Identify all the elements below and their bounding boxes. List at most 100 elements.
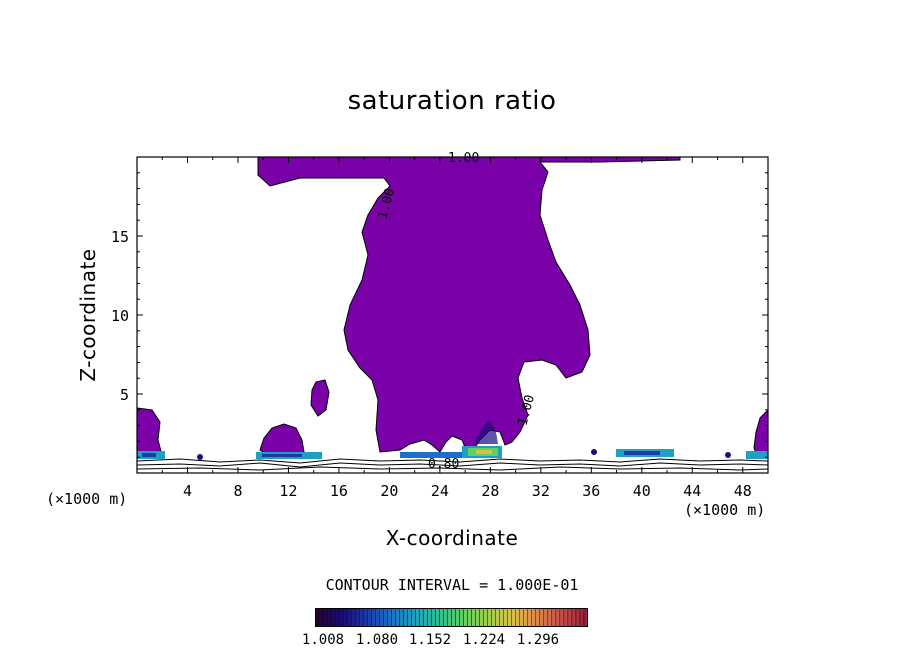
colorbar-swatch <box>399 608 404 627</box>
x-tick-label: 28 <box>481 482 499 500</box>
colorbar-swatch <box>415 608 420 627</box>
colorbar-swatch <box>411 608 416 627</box>
colorbar-swatch <box>547 608 553 627</box>
colorbar-swatch <box>435 608 440 627</box>
colorbar-swatch <box>559 608 565 627</box>
colorbar-swatch <box>318 608 324 627</box>
cell-28-core <box>476 450 492 454</box>
x-axis-label: X-coordinate <box>385 526 519 550</box>
cell-24 <box>400 452 502 458</box>
colorbar-swatch <box>523 608 528 627</box>
colorbar-swatch <box>326 608 332 627</box>
x-tick-label: 44 <box>683 482 701 500</box>
colorbar-swatch <box>358 608 364 627</box>
colorbar-swatch <box>447 608 452 627</box>
x-tick-label: 40 <box>633 482 651 500</box>
x-tick-label: 12 <box>279 482 297 500</box>
low-cloud-region-12 <box>259 423 305 457</box>
x-tick-label: 8 <box>233 482 242 500</box>
colorbar-swatch <box>375 608 380 627</box>
cell-12-core <box>262 454 302 457</box>
colorbar-swatch <box>371 608 376 627</box>
colorbar-swatch <box>366 608 372 627</box>
cell-dot-1 <box>197 454 203 460</box>
small-cloud-region <box>310 379 330 417</box>
colorbar-swatch <box>362 608 368 627</box>
contour-interval-label: CONTOUR INTERVAL = 1.000E-01 <box>325 576 579 594</box>
colorbar-frame <box>315 608 588 627</box>
low-level-cells <box>137 420 768 460</box>
colorbar-swatch <box>354 608 360 627</box>
colorbar-tick-label: 1.080 <box>355 632 399 648</box>
x-axis-ticks: 4 8 12 16 20 24 28 32 36 40 44 48 <box>161 157 752 500</box>
left-edge-region <box>136 407 163 459</box>
colorbar-swatch <box>487 608 492 627</box>
colorbar-swatch <box>346 608 352 627</box>
colorbar-swatch <box>334 608 340 627</box>
colorbar-swatch <box>443 608 448 627</box>
x-axis-unit-right: (×1000 m) <box>684 501 766 519</box>
colorbar-swatch <box>479 608 484 627</box>
y-tick-label: 10 <box>111 307 129 325</box>
y-tick-label: 15 <box>111 228 129 246</box>
colorbar-swatch <box>579 608 585 627</box>
colorbar-swatch <box>419 608 424 627</box>
x-axis-unit-left: (×1000 m) <box>46 490 128 508</box>
cell-dot-3 <box>725 452 731 458</box>
colorbar-swatch <box>571 608 577 627</box>
colorbar-swatch <box>387 608 392 627</box>
x-tick-label: 32 <box>532 482 550 500</box>
saturation-fill-regions <box>136 156 769 459</box>
colorbar-swatch <box>391 608 396 627</box>
colorbar-tick-label: 1.296 <box>516 632 560 648</box>
colorbar-swatch <box>427 608 432 627</box>
colorbar-swatch <box>531 608 537 627</box>
colorbar-swatch <box>322 608 328 627</box>
cell-dot-2 <box>591 449 597 455</box>
colorbar-swatch <box>475 608 480 627</box>
cell-29-plume <box>474 420 498 444</box>
cell-right <box>746 451 768 459</box>
colorbar-swatch <box>535 608 541 627</box>
colorbar-swatch <box>451 608 456 627</box>
colorbar-swatch <box>395 608 400 627</box>
colorbar-swatch <box>499 608 504 627</box>
colorbar-labels: 1.008 1.080 1.152 1.224 1.296 <box>0 632 904 652</box>
colorbar-swatch <box>575 608 581 627</box>
colorbar-tick-label: 1.152 <box>408 632 452 648</box>
colorbar-swatch <box>551 608 557 627</box>
colorbar-swatch <box>515 608 520 627</box>
colorbar-swatch <box>491 608 496 627</box>
colorbar-swatch <box>379 608 384 627</box>
colorbar-swatch <box>383 608 388 627</box>
colorbar <box>315 608 588 627</box>
y-axis-ticks: 5 10 15 <box>111 172 768 458</box>
y-tick-label: 5 <box>120 386 129 404</box>
colorbar-swatch <box>407 608 412 627</box>
colorbar-swatch <box>350 608 356 627</box>
colorbar-swatch <box>423 608 428 627</box>
colorbar-swatch <box>503 608 508 627</box>
colorbar-swatch <box>555 608 561 627</box>
x-tick-label: 36 <box>582 482 600 500</box>
colorbar-swatch <box>527 608 532 627</box>
colorbar-swatch <box>330 608 336 627</box>
colorbar-swatch <box>543 608 549 627</box>
colorbar-swatch <box>519 608 524 627</box>
colorbar-swatch <box>439 608 444 627</box>
colorbar-swatch <box>471 608 476 627</box>
colorbar-tick-label: 1.224 <box>462 632 506 648</box>
x-tick-label: 48 <box>734 482 752 500</box>
colorbar-swatch <box>403 608 408 627</box>
colorbar-swatch <box>455 608 460 627</box>
right-edge-region <box>753 408 769 459</box>
colorbar-swatch <box>567 608 573 627</box>
cell-left-core <box>142 453 156 457</box>
x-tick-label: 24 <box>431 482 449 500</box>
colorbar-swatch <box>511 608 516 627</box>
colorbar-swatch <box>467 608 472 627</box>
colorbar-swatch <box>495 608 500 627</box>
colorbar-swatch <box>459 608 464 627</box>
colorbar-swatch <box>539 608 545 627</box>
